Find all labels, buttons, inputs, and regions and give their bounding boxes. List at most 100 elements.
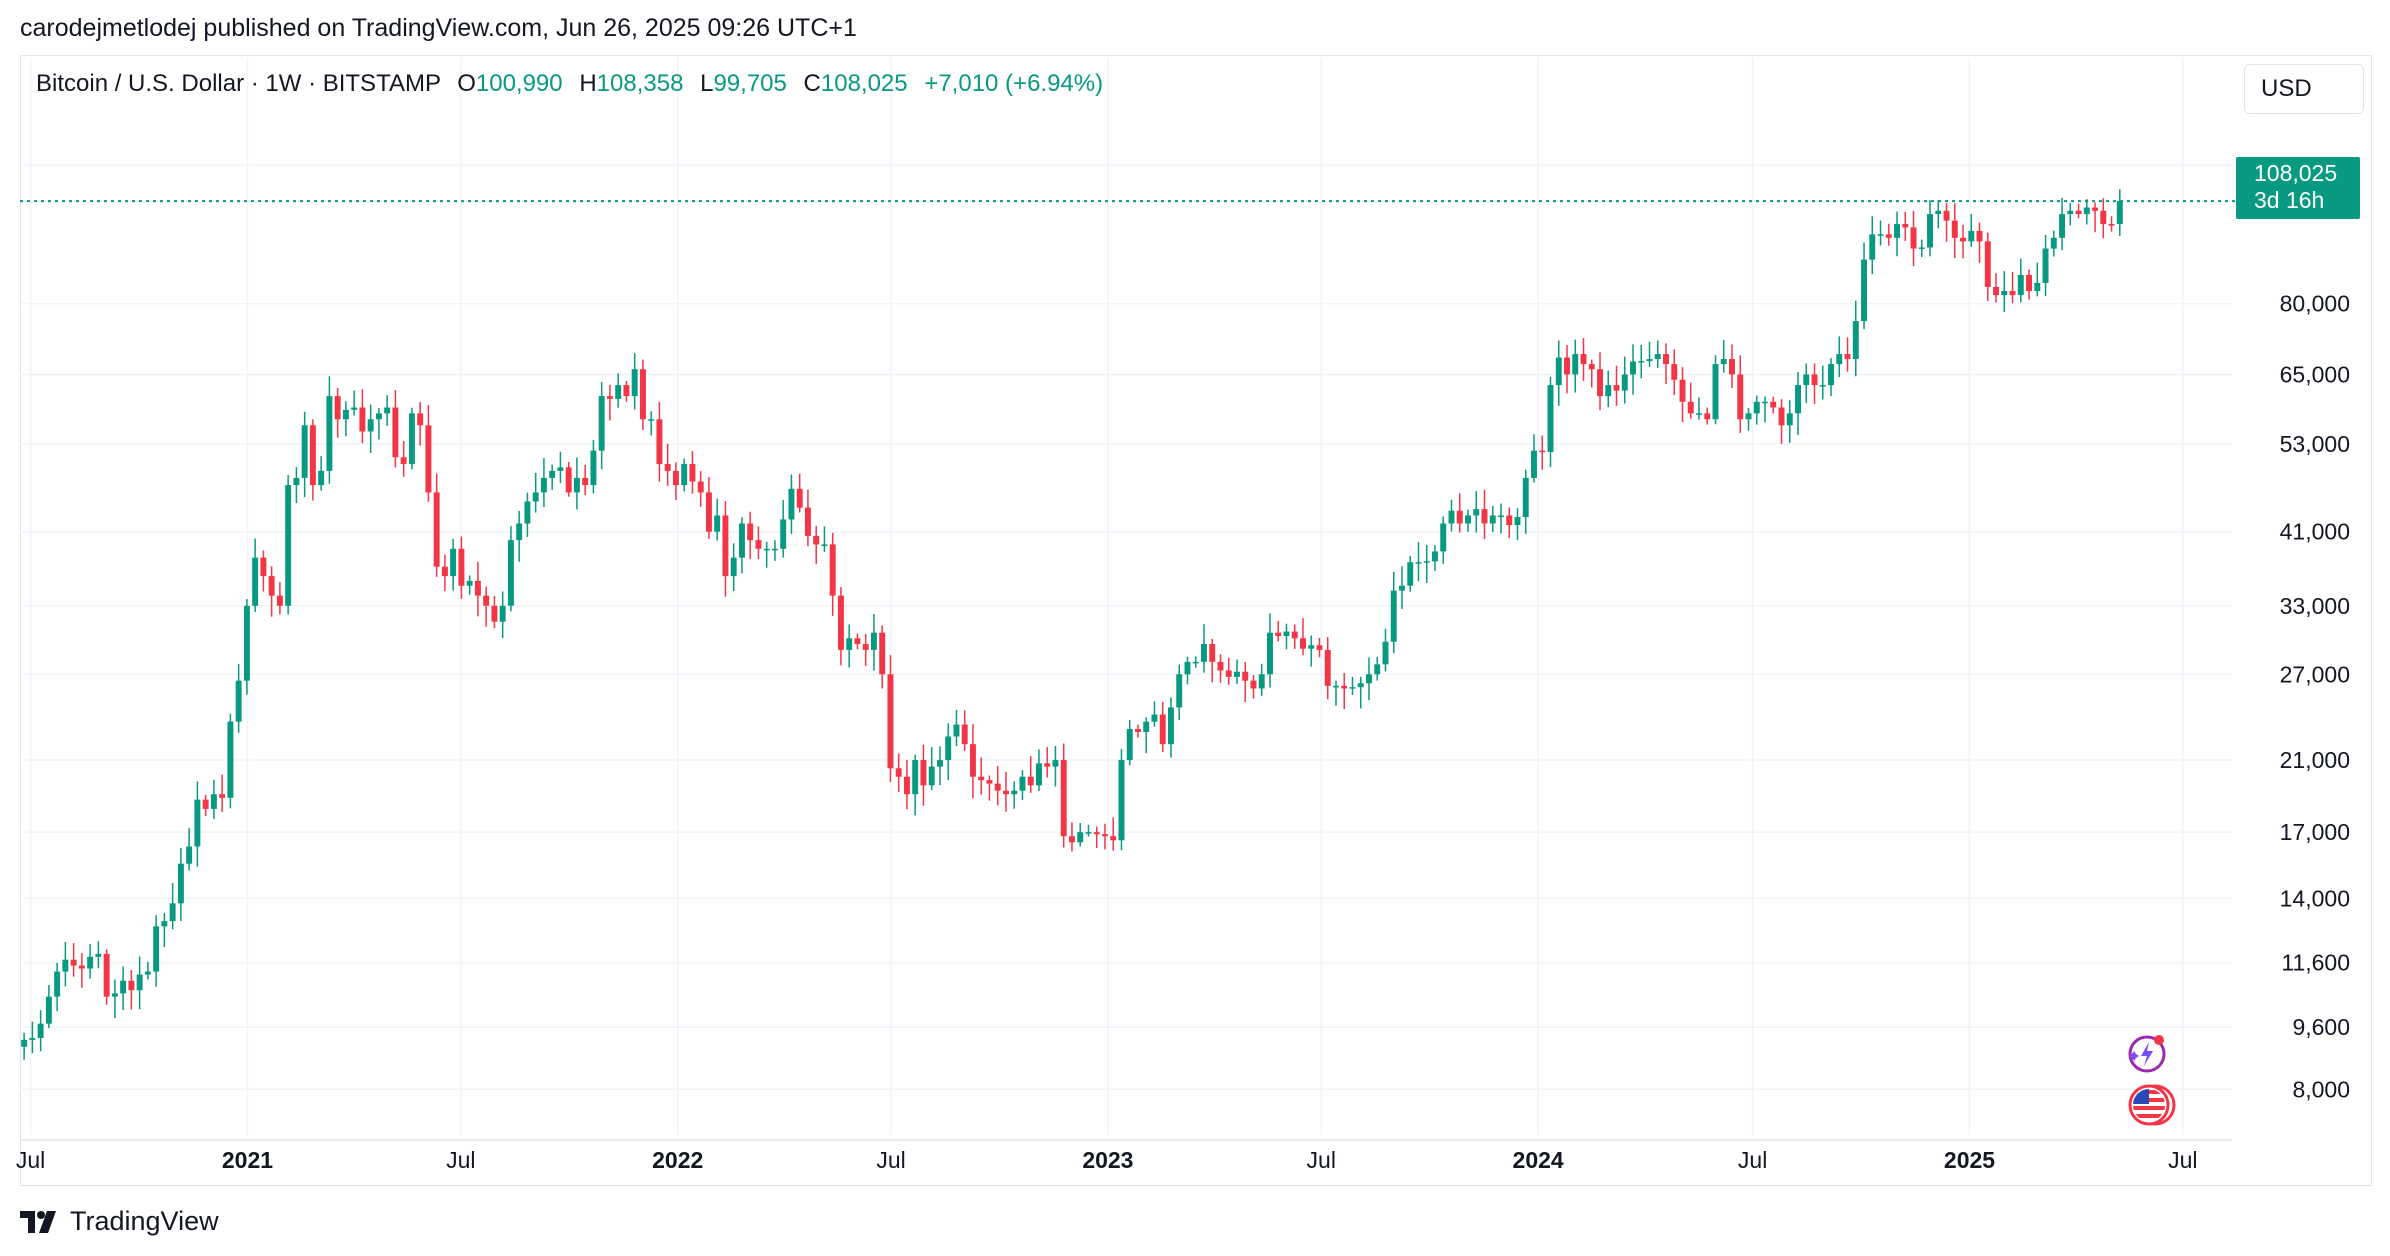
candle <box>62 942 69 987</box>
candle <box>2034 262 2041 297</box>
sparkle-lightning-icon[interactable] <box>2123 1030 2169 1076</box>
candle <box>1316 637 1323 658</box>
candle <box>1572 339 1579 393</box>
candle <box>697 471 704 507</box>
candle-body <box>1852 321 1859 360</box>
candle-body <box>1250 680 1257 689</box>
candle-body <box>936 760 943 767</box>
candle-body <box>1498 515 1504 517</box>
candle-body <box>928 766 935 786</box>
candle-body <box>186 846 193 864</box>
candle <box>1126 720 1133 766</box>
candle <box>1646 341 1653 367</box>
candle <box>1085 824 1092 837</box>
candle-body <box>1918 247 1925 249</box>
candle <box>1918 239 1925 258</box>
candle <box>1935 199 1942 229</box>
low-value: 99,705 <box>713 70 787 97</box>
candle-body <box>1712 364 1719 420</box>
candle-body <box>1696 413 1702 415</box>
candle-body <box>1060 760 1067 837</box>
low-label: L <box>700 70 714 97</box>
candle <box>1242 661 1249 703</box>
candle <box>1465 509 1471 532</box>
candle <box>1828 358 1834 397</box>
candle <box>252 538 259 612</box>
candle <box>466 575 473 595</box>
candle-body <box>136 974 143 991</box>
candle <box>1151 701 1158 727</box>
candle-body <box>1877 234 1884 236</box>
candle <box>210 779 217 820</box>
candle <box>1374 657 1381 681</box>
candle <box>1679 367 1686 423</box>
candle-body <box>1580 354 1587 365</box>
candle-body <box>268 576 275 596</box>
candle <box>1654 340 1661 369</box>
candle-body <box>1927 214 1933 248</box>
candle <box>1902 211 1909 241</box>
candle <box>1663 343 1669 385</box>
x-tick-label: Jul <box>2168 1147 2197 1173</box>
candle-body <box>606 396 613 399</box>
footer-brand[interactable]: TradingView <box>70 1206 219 1236</box>
candle-body <box>1002 790 1009 795</box>
candle-body <box>474 580 481 596</box>
candle-body <box>342 409 349 420</box>
candle-body <box>466 580 473 586</box>
candle-body <box>887 674 894 769</box>
y-tick-label: 27,000 <box>2280 661 2350 687</box>
candle <box>1638 345 1645 379</box>
candle-body <box>2083 207 2090 215</box>
candle <box>524 492 531 537</box>
candle <box>1712 355 1719 425</box>
candle-body <box>573 477 580 493</box>
candle <box>219 774 226 812</box>
candle <box>953 709 960 747</box>
candle <box>441 554 448 592</box>
candle <box>491 596 498 629</box>
candle-body <box>2075 210 2082 215</box>
candle-body <box>78 965 85 969</box>
tradingview-logo-icon[interactable] <box>20 1210 60 1233</box>
candle <box>136 956 143 1010</box>
us-flag-events-icon[interactable] <box>2127 1082 2176 1128</box>
candle <box>1184 656 1191 685</box>
candle-body <box>507 540 514 606</box>
candle-body <box>1052 760 1059 767</box>
candle <box>1159 701 1166 753</box>
candle <box>2083 199 2090 225</box>
candle-body <box>1720 359 1727 365</box>
candle-body <box>524 501 531 524</box>
candle <box>639 359 646 431</box>
candle <box>1795 371 1801 435</box>
candle <box>1976 222 1983 263</box>
candle-body <box>1349 687 1356 689</box>
candle <box>598 382 605 470</box>
candle-body <box>1234 671 1240 677</box>
candle <box>656 401 663 482</box>
candle <box>111 979 118 1019</box>
candle <box>1456 493 1463 533</box>
candle-body <box>615 385 622 399</box>
candle <box>771 540 778 561</box>
candle-body <box>1167 707 1174 745</box>
candle <box>1267 613 1273 688</box>
candle-body <box>771 548 778 551</box>
candle-body <box>1976 230 1983 242</box>
candle-body <box>796 488 803 508</box>
candle <box>590 439 597 494</box>
candle <box>2100 198 2107 239</box>
candle-body <box>1514 517 1521 526</box>
candle-body <box>920 760 927 786</box>
candle <box>532 472 539 513</box>
candle <box>1803 363 1810 404</box>
currency-selector[interactable]: USD <box>2244 64 2364 114</box>
candle-body <box>1951 220 1958 238</box>
candle <box>821 526 828 552</box>
candle <box>829 532 836 616</box>
candle-body <box>1134 729 1141 732</box>
high-value: 108,358 <box>596 70 684 97</box>
candle-body <box>1209 644 1216 662</box>
